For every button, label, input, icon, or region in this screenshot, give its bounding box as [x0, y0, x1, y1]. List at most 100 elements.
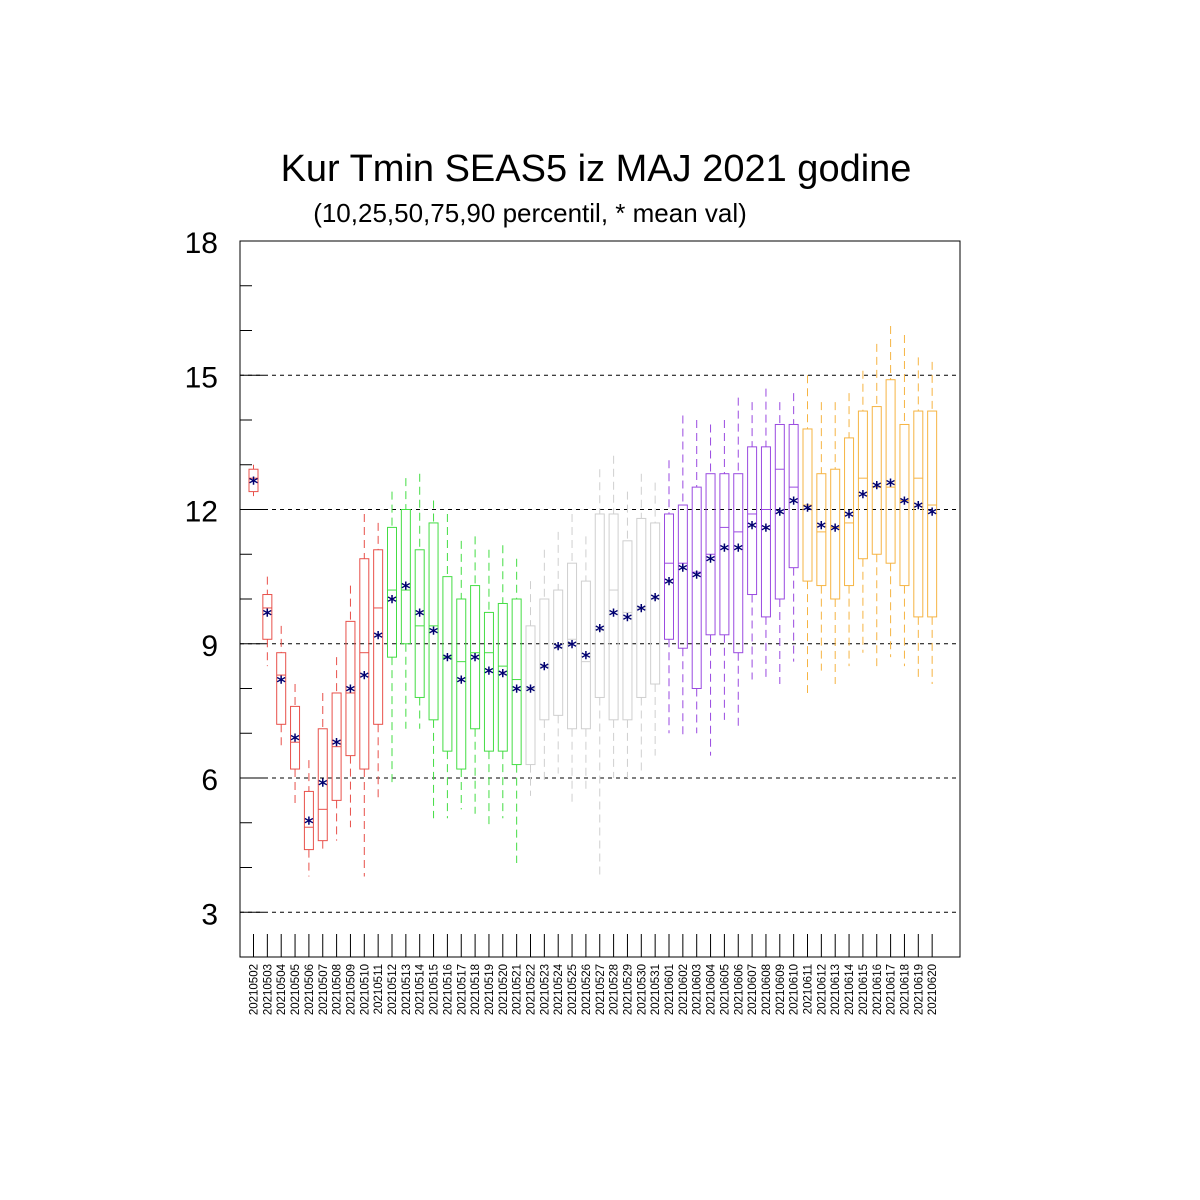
x-tick-label-20210618: 20210618	[899, 964, 911, 1015]
box-20210507	[317, 692, 328, 850]
x-tick-label-20210513: 20210513	[401, 964, 413, 1015]
box-20210527	[594, 469, 605, 877]
mean-marker-20210502: *	[248, 473, 259, 494]
x-tick-label-20210518: 20210518	[470, 964, 482, 1015]
box-20210615	[857, 370, 868, 653]
x-tick-label-20210508: 20210508	[332, 964, 344, 1015]
mean-marker-20210616: *	[871, 478, 882, 499]
mean-marker-20210516: *	[442, 650, 453, 671]
plot-frame	[239, 240, 961, 958]
box-20210508	[331, 657, 342, 841]
mean-marker-20210618: *	[899, 494, 910, 515]
iqr-box	[262, 594, 273, 640]
y-tick-label-15: 15	[185, 361, 218, 394]
y-tick-label-12: 12	[185, 496, 218, 529]
box-20210517	[456, 540, 467, 810]
x-tick-label-20210601: 20210601	[664, 964, 676, 1015]
box-20210509	[345, 585, 356, 828]
mean-marker-20210512: *	[387, 592, 398, 613]
iqr-box	[650, 522, 661, 685]
x-tick-label-20210512: 20210512	[387, 964, 399, 1015]
x-tick-label-20210522: 20210522	[526, 964, 538, 1015]
y-tick-label-18: 18	[185, 227, 218, 260]
x-tick-label-20210503: 20210503	[262, 964, 274, 1015]
box-20210506	[303, 760, 314, 877]
box-20210618	[899, 334, 910, 667]
box-20210606	[733, 397, 744, 729]
iqr-box	[442, 576, 453, 752]
x-axis: 20210502 20210503 20210504 20210505 20210506…	[249, 934, 939, 1015]
x-tick-label-20210514: 20210514	[415, 963, 427, 1015]
iqr-box	[899, 423, 910, 587]
mean-marker-20210617: *	[885, 476, 896, 497]
mean-marker-20210613: *	[830, 520, 841, 541]
box-20210610	[788, 393, 799, 662]
x-tick-label-20210605: 20210605	[719, 964, 731, 1015]
iqr-box	[539, 598, 550, 721]
mean-marker-20210601: *	[664, 574, 675, 595]
mean-marker-20210503: *	[262, 605, 273, 626]
box-20210504	[276, 625, 287, 747]
iqr-box	[414, 549, 425, 698]
mean-marker-20210506: *	[303, 814, 314, 835]
mean-marker-20210608: *	[761, 520, 772, 541]
x-tick-label-20210521: 20210521	[512, 964, 524, 1015]
iqr-box	[303, 790, 314, 851]
iqr-box	[290, 705, 301, 770]
x-tick-label-20210524: 20210524	[553, 963, 565, 1015]
iqr-box	[400, 509, 411, 645]
mean-marker-20210517: *	[456, 673, 467, 694]
mean-marker-20210505: *	[290, 731, 301, 752]
box-20210520	[497, 545, 508, 819]
iqr-box	[511, 598, 522, 766]
box-20210604	[705, 424, 716, 756]
x-tick-label-20210525: 20210525	[567, 964, 579, 1015]
x-tick-label-20210523: 20210523	[539, 964, 551, 1015]
x-tick-label-20210608: 20210608	[761, 964, 773, 1015]
iqr-box	[871, 406, 882, 555]
box-20210523	[539, 549, 550, 783]
iqr-box	[594, 513, 605, 698]
box-20210602	[677, 415, 688, 738]
mean-marker-20210605: *	[719, 541, 730, 562]
mean-marker-20210504: *	[276, 673, 287, 694]
box-20210620	[927, 361, 938, 685]
mean-marker-20210606: *	[733, 541, 744, 562]
x-tick-label-20210528: 20210528	[609, 964, 621, 1015]
x-tick-label-20210607: 20210607	[747, 964, 759, 1015]
box-20210505	[290, 684, 301, 805]
mean-marker-20210520: *	[497, 666, 508, 687]
iqr-box	[816, 473, 827, 587]
iqr-box	[774, 423, 785, 600]
box-20210519	[483, 549, 494, 828]
x-tick-label-20210620: 20210620	[927, 964, 939, 1015]
iqr-box	[608, 513, 619, 721]
x-tick-label-20210530: 20210530	[636, 964, 648, 1015]
mean-marker-20210525: *	[567, 637, 578, 658]
box-20210524	[553, 531, 564, 774]
box-20210609	[774, 402, 785, 685]
box-20210614	[844, 393, 855, 667]
x-tick-label-20210615: 20210615	[858, 964, 870, 1015]
iqr-box	[857, 410, 868, 560]
iqr-box	[885, 379, 896, 564]
x-tick-label-20210506: 20210506	[304, 964, 316, 1015]
mean-marker-20210531: *	[650, 590, 661, 611]
iqr-box	[483, 611, 494, 752]
iqr-box	[580, 580, 591, 730]
mean-marker-20210615: *	[857, 487, 868, 508]
x-tick-label-20210612: 20210612	[816, 964, 828, 1015]
iqr-box	[387, 526, 397, 658]
x-tick-label-20210609: 20210609	[775, 964, 787, 1015]
mean-marker-20210523: *	[539, 659, 550, 680]
iqr-box	[622, 540, 633, 721]
mean-marker-20210509: *	[345, 682, 356, 703]
iqr-box	[830, 468, 841, 600]
iqr-box	[844, 437, 855, 587]
iqr-box	[567, 562, 578, 730]
mean-marker-20210607: *	[747, 518, 758, 539]
x-tick-label-20210502: 20210502	[249, 964, 261, 1015]
x-tick-label-20210505: 20210505	[290, 964, 302, 1015]
iqr-box	[525, 625, 536, 766]
